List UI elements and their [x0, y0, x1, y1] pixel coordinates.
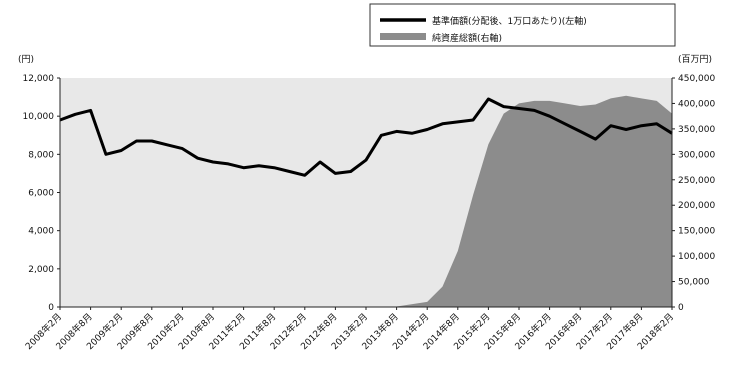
- right-tick-label: 350,000: [678, 125, 715, 135]
- right-tick-label: 250,000: [678, 176, 715, 186]
- right-tick-label: 400,000: [678, 99, 715, 109]
- legend-area-label: 純資産総額(右軸): [432, 32, 502, 44]
- x-axis-ticks: 2008年2月2008年8月2009年2月2009年8月2010年2月2010年…: [23, 307, 676, 352]
- left-tick-label: 10,000: [23, 112, 55, 122]
- right-tick-label: 300,000: [678, 150, 715, 160]
- legend-line-label: 基準価額(分配後、1万口あたり)(左軸): [432, 15, 587, 27]
- left-tick-label: 0: [48, 303, 54, 313]
- left-tick-label: 6,000: [28, 189, 54, 199]
- area-series: [60, 95, 672, 307]
- left-tick-label: 8,000: [28, 150, 54, 160]
- left-axis-ticks: 12,000 10,000 8,000 6,000 4,000 2,000 0: [23, 74, 60, 313]
- right-axis-unit: (百万円): [678, 54, 712, 65]
- right-tick-label: 0: [678, 303, 684, 313]
- right-axis-ticks: 450,000 400,000 350,000 300,000 250,000 200,0…: [672, 74, 715, 313]
- left-axis-unit: (円): [18, 54, 34, 65]
- left-tick-label: 2,000: [28, 265, 54, 275]
- left-tick-label: 12,000: [23, 74, 55, 84]
- net-assets-area: [60, 95, 672, 307]
- legend-area-swatch: [380, 33, 426, 40]
- legend: 基準価額(分配後、1万口あたり)(左軸) 純資産総額(右軸): [369, 3, 676, 47]
- right-tick-label: 150,000: [678, 227, 715, 237]
- right-tick-label: 450,000: [678, 74, 715, 84]
- right-tick-label: 100,000: [678, 252, 715, 262]
- left-tick-label: 4,000: [28, 227, 54, 237]
- right-tick-label: 50,000: [678, 278, 710, 288]
- right-tick-label: 200,000: [678, 201, 715, 211]
